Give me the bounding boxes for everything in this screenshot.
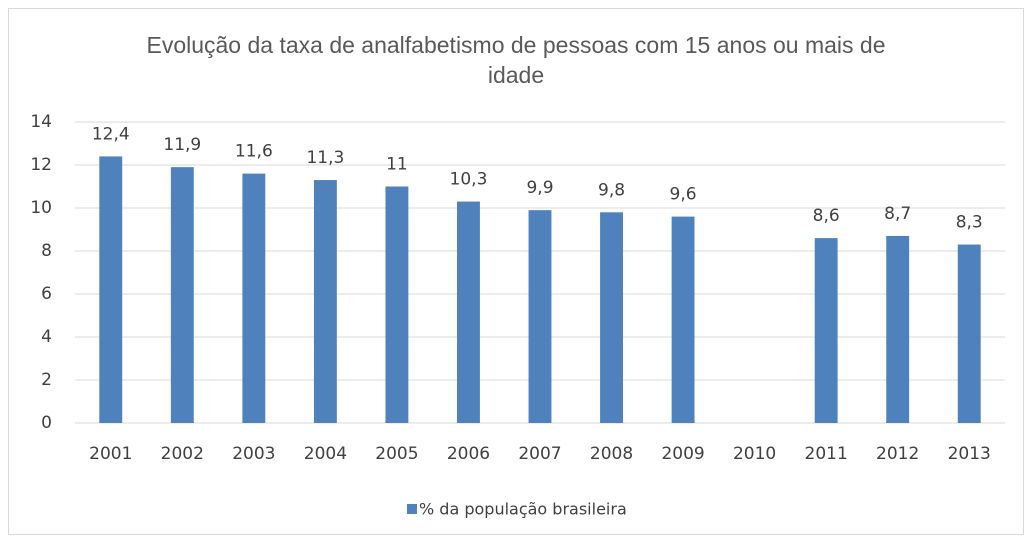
y-tick-label: 4 bbox=[41, 327, 52, 347]
x-tick-label: 2008 bbox=[590, 444, 633, 464]
x-tick-label: 2001 bbox=[89, 444, 132, 464]
data-label: 9,9 bbox=[526, 178, 553, 198]
x-tick-label: 2007 bbox=[518, 444, 561, 464]
bar bbox=[814, 238, 838, 423]
y-tick-label: 12 bbox=[30, 155, 52, 175]
x-tick-label: 2010 bbox=[733, 444, 776, 464]
y-tick-label: 10 bbox=[30, 198, 52, 218]
bar bbox=[170, 167, 194, 423]
chart-title: Evolução da taxa de analfabetismo de pes… bbox=[146, 32, 886, 88]
bar bbox=[457, 201, 480, 423]
data-label: 8,6 bbox=[813, 206, 840, 226]
y-tick-label: 2 bbox=[41, 370, 52, 390]
bar bbox=[99, 156, 123, 423]
x-tick-label: 2012 bbox=[876, 444, 919, 464]
bar bbox=[886, 235, 910, 423]
data-label: 9,6 bbox=[670, 185, 697, 205]
data-label: 11,9 bbox=[163, 135, 201, 155]
bar bbox=[671, 216, 695, 423]
y-tick-label: 0 bbox=[41, 413, 52, 433]
bar bbox=[313, 180, 337, 423]
data-label: 12,4 bbox=[92, 124, 130, 144]
data-label: 10,3 bbox=[450, 170, 488, 190]
data-label: 11,3 bbox=[306, 148, 344, 168]
x-tick-label: 2003 bbox=[232, 444, 275, 464]
data-label: 8,3 bbox=[956, 213, 983, 233]
legend-swatch bbox=[407, 504, 417, 514]
x-tick-label: 2006 bbox=[447, 444, 490, 464]
bar bbox=[385, 186, 409, 423]
y-tick-label: 6 bbox=[41, 284, 52, 304]
x-tick-label: 2002 bbox=[161, 444, 204, 464]
bar bbox=[242, 173, 266, 423]
bar bbox=[528, 210, 552, 423]
data-label: 8,7 bbox=[884, 204, 911, 224]
x-tick-label: 2004 bbox=[304, 444, 347, 464]
x-tick-label: 2011 bbox=[805, 444, 848, 464]
x-tick-label: 2009 bbox=[661, 444, 704, 464]
y-tick-label: 14 bbox=[30, 112, 52, 132]
x-tick-label: 2005 bbox=[375, 444, 418, 464]
legend-label: % da população brasileira bbox=[419, 500, 627, 519]
x-tick-label: 2013 bbox=[948, 444, 991, 464]
data-label: 11 bbox=[386, 155, 408, 175]
data-label: 9,8 bbox=[598, 180, 625, 200]
bar bbox=[600, 212, 623, 423]
bar bbox=[957, 244, 981, 423]
y-tick-label: 8 bbox=[41, 241, 52, 261]
data-label: 11,6 bbox=[235, 142, 273, 162]
